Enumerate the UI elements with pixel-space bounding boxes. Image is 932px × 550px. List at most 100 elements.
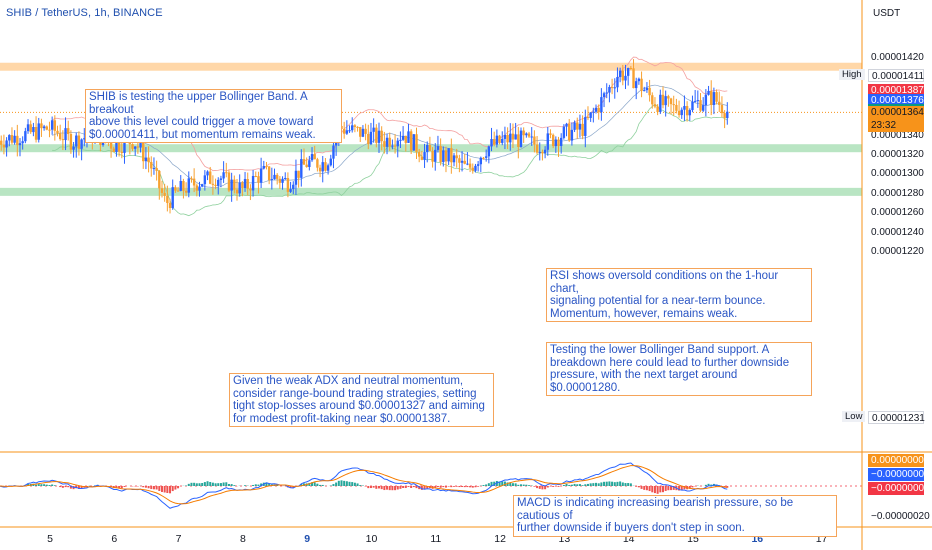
chart-title: SHIB / TetherUS, 1h, BINANCE bbox=[6, 7, 163, 19]
macd-hist-bar bbox=[680, 486, 683, 491]
candle-body bbox=[487, 146, 491, 157]
candle-body bbox=[16, 135, 19, 146]
x-tick-label: 9 bbox=[304, 533, 311, 545]
candle-body bbox=[184, 190, 188, 193]
candle-body bbox=[136, 146, 140, 148]
candle-body bbox=[257, 176, 260, 183]
macd-hist-bar bbox=[144, 486, 147, 488]
candle-body bbox=[117, 142, 121, 152]
macd-hist-bar bbox=[627, 483, 630, 486]
macd-hist-bar bbox=[597, 483, 600, 486]
candle-body bbox=[238, 182, 241, 194]
macd-hist-bar bbox=[321, 484, 324, 486]
candle-body bbox=[691, 101, 694, 111]
note-macd[interactable]: MACD is indicating increasing bearish pr… bbox=[513, 495, 837, 537]
candle-body bbox=[385, 137, 389, 147]
candle-body bbox=[211, 183, 215, 185]
macd-hist-bar bbox=[495, 480, 498, 486]
note-lower-band[interactable]: Testing the lower Bollinger Band support… bbox=[546, 342, 812, 397]
note-rsi[interactable]: RSI shows oversold conditions on the 1-h… bbox=[546, 268, 812, 323]
candle-body bbox=[442, 150, 445, 163]
macd-hist-bar bbox=[557, 486, 560, 487]
macd-hist-bar bbox=[554, 486, 557, 487]
macd-hist-bar bbox=[578, 484, 581, 486]
macd-hist-bar bbox=[340, 480, 343, 486]
macd-hist-bar bbox=[439, 486, 442, 488]
x-tick-label: 13 bbox=[558, 533, 571, 545]
macd-hist-bar bbox=[147, 486, 150, 489]
macd-hist-bar bbox=[704, 484, 707, 486]
x-tick-label: 12 bbox=[494, 533, 506, 545]
macd-hist-bar bbox=[308, 482, 311, 486]
macd-hist-bar bbox=[227, 483, 230, 486]
candle-body bbox=[144, 157, 148, 162]
candle-body bbox=[463, 160, 466, 164]
high-label: High bbox=[839, 69, 865, 80]
candle-body bbox=[158, 170, 161, 189]
candle-body bbox=[364, 128, 367, 134]
candle-body bbox=[8, 135, 11, 141]
macd-hist-bar bbox=[69, 486, 72, 489]
candle-body bbox=[53, 120, 57, 131]
candle-body bbox=[109, 141, 113, 149]
candle-body bbox=[190, 178, 193, 180]
currency-label[interactable]: USDT bbox=[873, 8, 901, 19]
macd-hist-bar bbox=[407, 486, 410, 487]
candle-body bbox=[584, 117, 587, 136]
macd-hist-bar bbox=[80, 486, 83, 489]
macd-hist-bar bbox=[257, 484, 260, 486]
candle-body bbox=[388, 137, 391, 147]
candle-body bbox=[278, 178, 282, 183]
macd-line-tag: −0.00000001 bbox=[868, 468, 930, 481]
macd-hist-bar bbox=[163, 486, 166, 493]
macd-hist-bar bbox=[332, 484, 335, 486]
macd-hist-bar bbox=[458, 486, 461, 488]
candle-body bbox=[549, 133, 552, 135]
macd-hist-bar bbox=[589, 483, 592, 486]
macd-hist-bar bbox=[40, 484, 43, 486]
low-label: Low bbox=[842, 411, 866, 422]
candle-body bbox=[484, 156, 488, 158]
candle-body bbox=[2, 144, 6, 148]
candle-body bbox=[525, 133, 528, 136]
macd-hist-bar bbox=[619, 481, 622, 486]
candle-body bbox=[718, 101, 721, 105]
macd-hist-bar bbox=[410, 486, 413, 488]
candle-body bbox=[192, 178, 196, 186]
candle-body bbox=[460, 160, 464, 163]
note-upper-band[interactable]: SHIB is testing the upper Bollinger Band… bbox=[85, 89, 342, 144]
candle-body bbox=[503, 134, 507, 139]
x-tick-label: 5 bbox=[47, 533, 53, 545]
candle-body bbox=[586, 117, 590, 119]
candle-body bbox=[482, 157, 485, 159]
candle-body bbox=[235, 189, 239, 194]
macd-hist-bar bbox=[511, 483, 514, 486]
macd-hist-bar bbox=[276, 485, 279, 486]
candle-body bbox=[48, 129, 51, 131]
macd-hist-bar bbox=[214, 483, 217, 486]
candle-body bbox=[37, 123, 40, 140]
candle-body bbox=[50, 120, 54, 130]
price-tag: 0.00001387 bbox=[868, 83, 924, 97]
price-tag: 0.00001364 bbox=[868, 105, 924, 119]
macd-hist-bar bbox=[541, 486, 544, 490]
macd-hist-bar bbox=[201, 482, 204, 486]
candle-body bbox=[353, 125, 357, 127]
macd-hist-bar bbox=[289, 486, 292, 488]
candle-body bbox=[431, 150, 434, 162]
macd-hist-bar bbox=[517, 484, 520, 486]
candle-body bbox=[565, 123, 568, 127]
candle-body bbox=[704, 94, 708, 106]
macd-signal-tag: −0.00000001 bbox=[868, 482, 930, 495]
candle-body bbox=[243, 179, 247, 188]
candle-body bbox=[56, 130, 59, 134]
note-adx[interactable]: Given the weak ADX and neutral momentum,… bbox=[229, 373, 494, 428]
candle-body bbox=[313, 154, 316, 160]
macd-hist-bar bbox=[592, 483, 595, 486]
macd-hist-bar bbox=[244, 485, 247, 486]
y-tick-label: 0.00001320 bbox=[871, 149, 924, 160]
candles-layer bbox=[0, 59, 729, 214]
macd-hist-bar bbox=[219, 483, 222, 486]
